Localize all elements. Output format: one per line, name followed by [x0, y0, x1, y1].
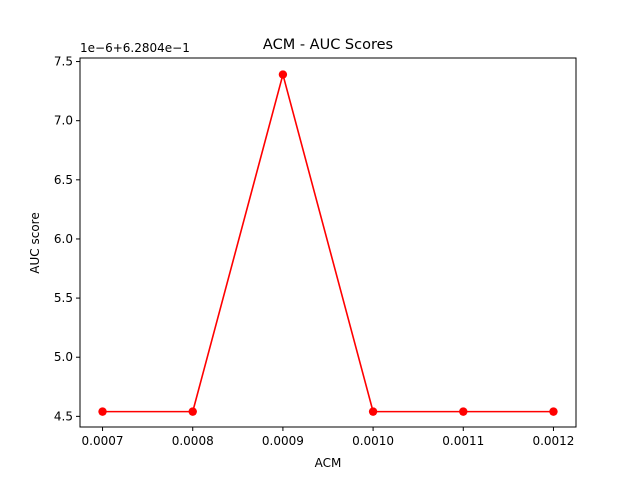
series-layer — [98, 70, 558, 416]
data-point — [459, 407, 468, 416]
y-tick-label: 6.5 — [54, 173, 73, 187]
data-point — [368, 407, 378, 416]
y-tick-label: 6.0 — [54, 232, 73, 246]
x-tick-label: 0.0011 — [442, 434, 484, 448]
y-axis-label: AUC score — [28, 212, 42, 273]
data-point — [278, 70, 288, 79]
data-point — [188, 407, 197, 416]
y-axis-offset-text: 1e−6+6.2804e−1 — [80, 41, 190, 55]
y-tick-label: 5.0 — [54, 350, 73, 364]
y-tick-label: 4.5 — [54, 409, 73, 423]
y-tick-label: 7.5 — [54, 55, 73, 69]
data-point — [549, 407, 558, 416]
x-tick-label: 0.0010 — [352, 434, 394, 448]
x-tick-label: 0.0008 — [172, 434, 214, 448]
chart-title: ACM - AUC Scores — [263, 37, 393, 53]
axes-frame — [79, 57, 577, 428]
y-tick-label: 5.5 — [54, 291, 73, 305]
y-axis-ticks: 4.5 5.0 5.5 6.0 6.5 7.0 7.5 — [54, 55, 80, 423]
y-tick-label: 7.0 — [54, 114, 73, 128]
x-axis-ticks: 0.0007 0.0008 0.0009 0.0010 0.0011 0.0012 — [82, 427, 574, 448]
x-tick-label: 0.0012 — [532, 434, 574, 448]
plot-area — [79, 57, 577, 428]
series-line — [102, 73, 554, 413]
data-point — [98, 407, 107, 416]
x-tick-label: 0.0009 — [262, 434, 304, 448]
x-tick-label: 0.0007 — [82, 434, 124, 448]
x-axis-label: ACM — [315, 456, 342, 470]
